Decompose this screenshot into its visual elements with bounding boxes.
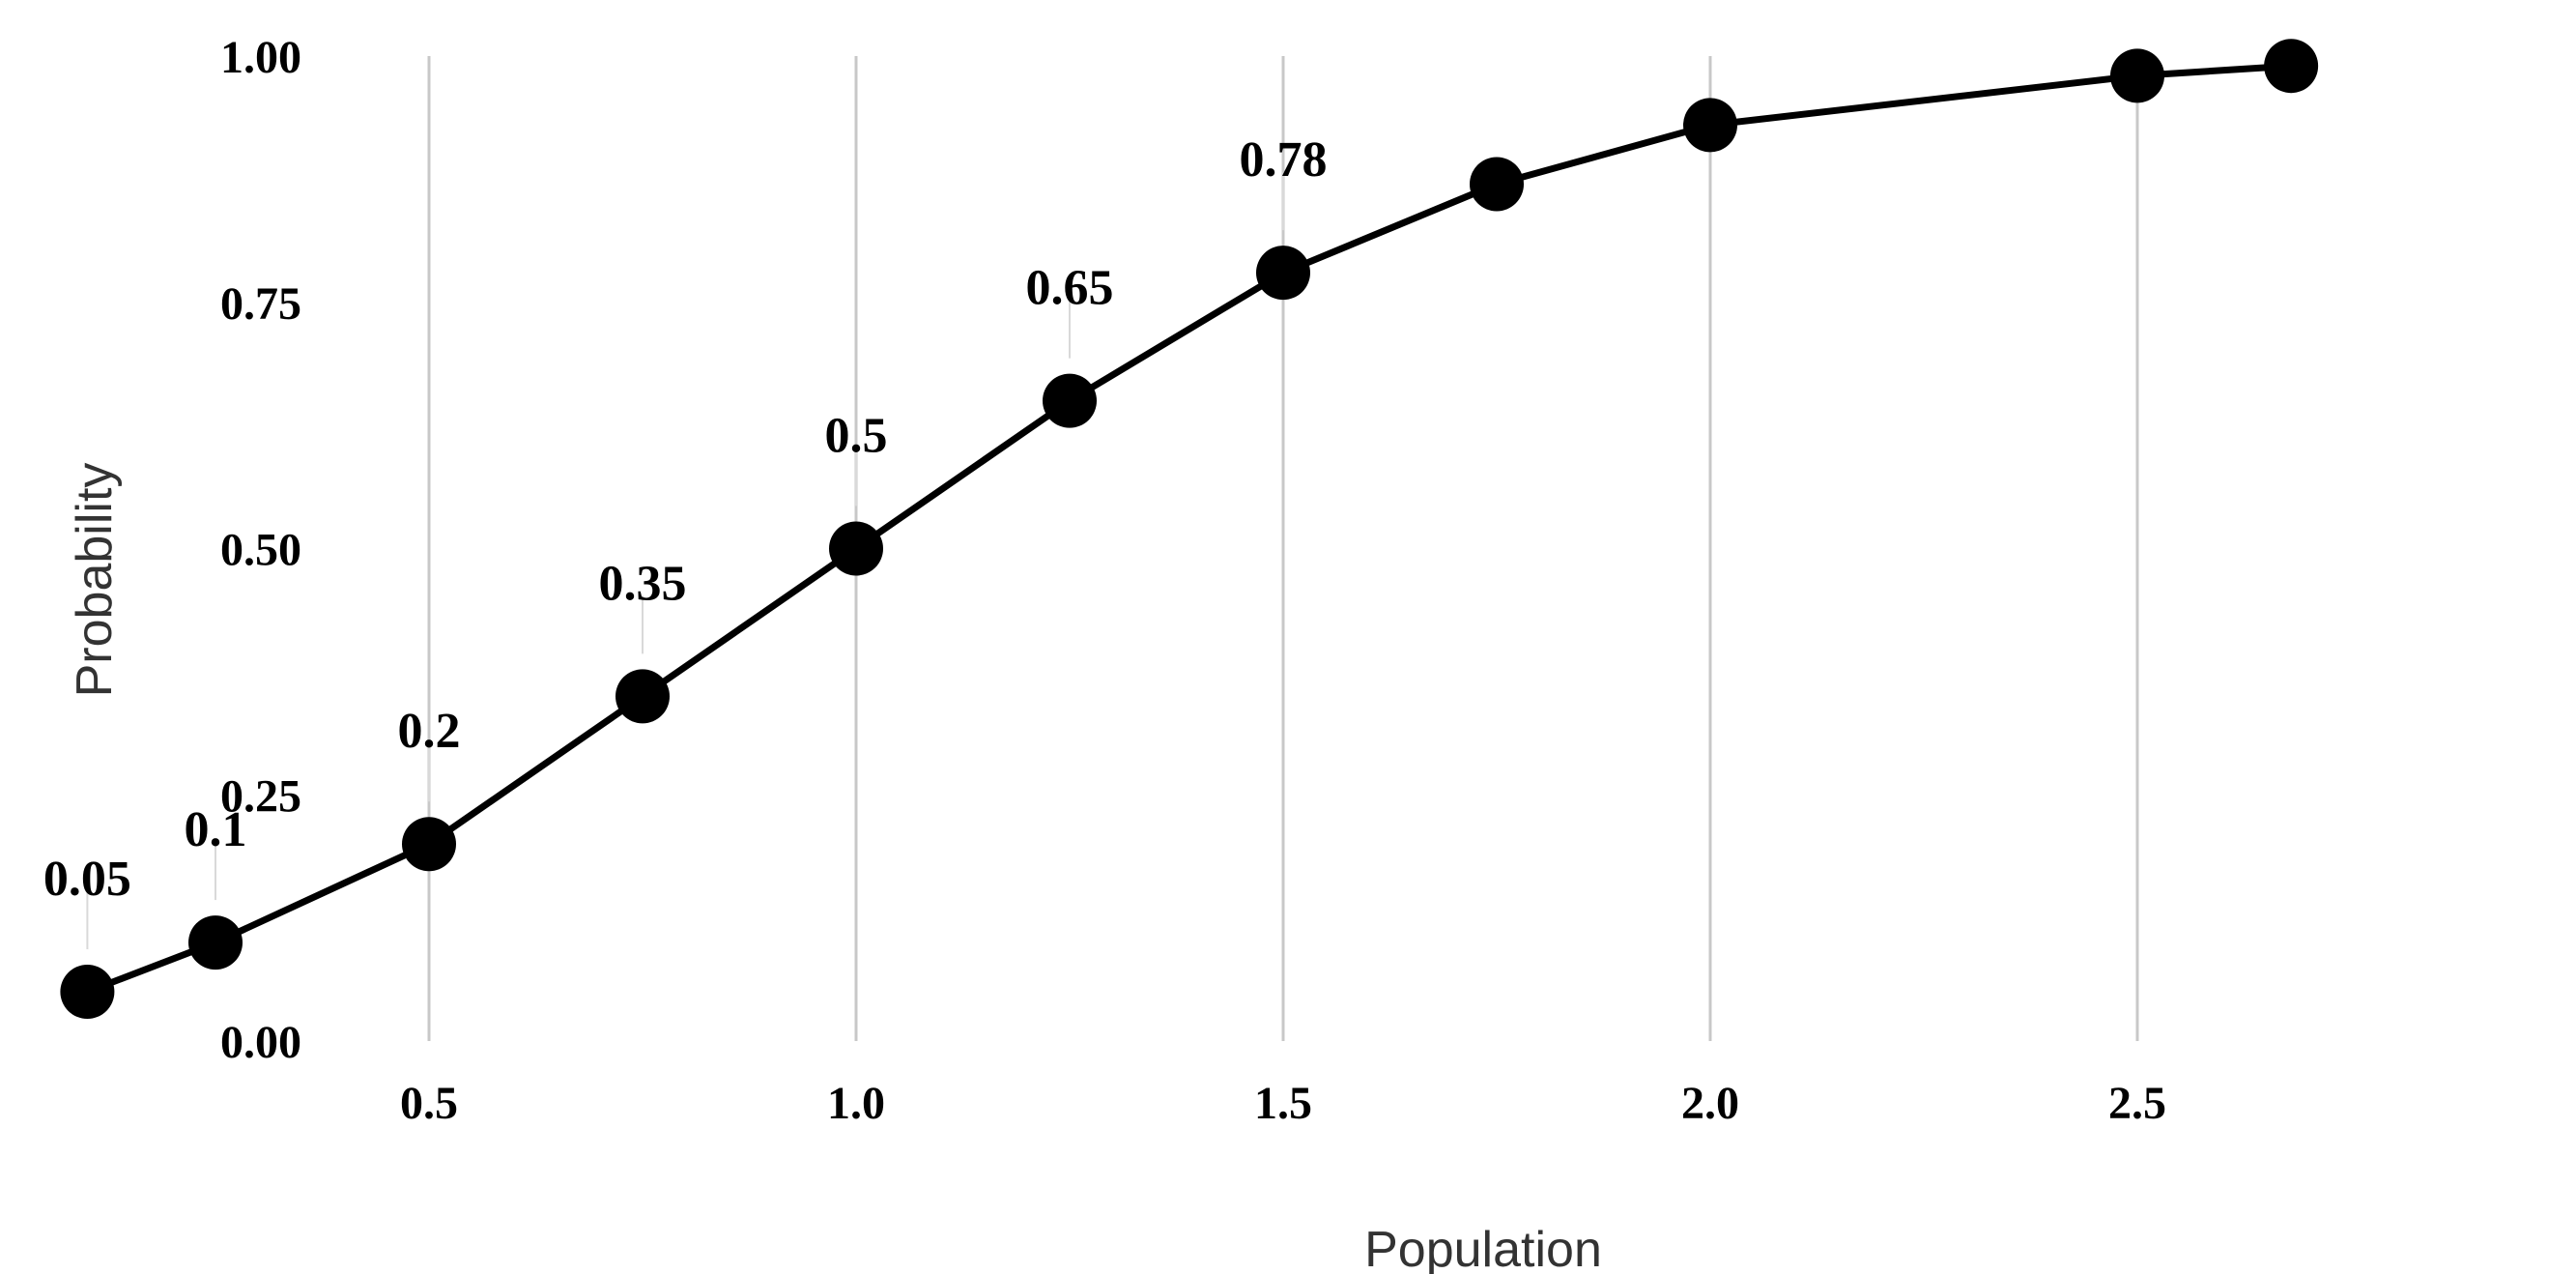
y-axis-title: Probability (67, 463, 123, 698)
x-tick-label: 1.0 (827, 1078, 885, 1129)
x-tick-label: 2.5 (2108, 1078, 2166, 1129)
data-point (188, 915, 243, 970)
data-label: 0.05 (43, 852, 131, 907)
x-tick-label: 0.5 (400, 1078, 458, 1129)
x-tick-label: 2.0 (1681, 1078, 1739, 1129)
x-tick-label: 1.5 (1254, 1078, 1312, 1129)
y-tick-label: 0.50 (220, 525, 301, 576)
data-label-leaders (86, 172, 1284, 950)
data-point (402, 817, 456, 872)
data-label: 0.65 (1026, 261, 1114, 316)
data-point (60, 965, 115, 1020)
data-label: 0.35 (599, 556, 687, 611)
x-axis-title: Population (1364, 1222, 1602, 1274)
data-points (60, 39, 2319, 1020)
y-axis-tick-labels: 0.00 0.25 0.50 0.75 1.00 (220, 32, 301, 1068)
data-point (1470, 157, 1524, 212)
y-tick-label: 1.00 (220, 32, 301, 83)
y-tick-label: 0.75 (220, 278, 301, 330)
y-tick-label: 0.25 (220, 770, 301, 822)
data-label: 0.5 (825, 409, 888, 464)
y-tick-label: 0.00 (220, 1017, 301, 1068)
data-point (1683, 98, 1737, 153)
data-point (615, 669, 670, 724)
data-label: 0.1 (185, 802, 247, 857)
data-point (2110, 48, 2164, 103)
x-axis-tick-labels: 0.5 1.0 1.5 2.0 2.5 (400, 1078, 2166, 1129)
data-point (829, 521, 883, 576)
data-point (2264, 39, 2319, 94)
data-label: 0.78 (1240, 132, 1328, 188)
data-labels: 0.05 0.1 0.2 0.35 0.5 0.65 0.78 (43, 132, 1328, 907)
data-point (1256, 246, 1310, 301)
data-label: 0.2 (398, 704, 461, 759)
data-point (1043, 373, 1097, 428)
